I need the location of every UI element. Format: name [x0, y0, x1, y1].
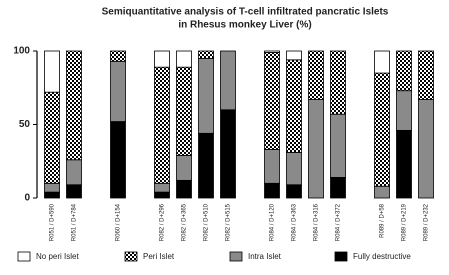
legend-label: No peri Islet — [36, 252, 79, 261]
bar-segment — [66, 159, 82, 186]
bar-segment — [396, 90, 412, 131]
x-tick-label: R089 / D+219 — [402, 203, 408, 241]
bar-segment — [110, 50, 126, 62]
bar-segment — [176, 179, 192, 199]
bar-segment — [264, 149, 280, 184]
bar-segment — [154, 50, 170, 68]
x-tick-label: R082 / D+510 — [204, 203, 210, 241]
chart-title: Semiquantitative analysis of T-cell infi… — [102, 7, 389, 18]
y-tick-label: 0 — [24, 193, 30, 204]
bar-segment — [286, 50, 302, 61]
bar-segment — [198, 57, 214, 134]
x-tick-label: R051 / D+784 — [72, 203, 78, 241]
x-tick-label: R089 / D+58 — [380, 203, 386, 238]
bar-segment — [374, 50, 390, 74]
bar-segment — [176, 50, 192, 68]
x-tick-label: R084 / D+316 — [314, 203, 320, 241]
bar-segment — [374, 185, 390, 199]
bar-segment — [418, 99, 434, 199]
bar-segment — [286, 59, 302, 153]
bar-segment — [330, 177, 346, 199]
y-tick-label: 100 — [13, 46, 30, 57]
bar-segment — [154, 182, 170, 193]
legend-swatch — [229, 251, 243, 262]
bar-segment — [154, 191, 170, 199]
legend-swatch — [334, 251, 348, 262]
x-tick-label: R082 / D+296 — [160, 203, 166, 241]
x-tick-label: R084 / D+372 — [336, 203, 342, 241]
bar-segment — [286, 184, 302, 199]
x-tick-label: R082 / D+365 — [182, 203, 188, 241]
bar-segment — [44, 50, 60, 93]
bar-segment — [66, 184, 82, 199]
bar-segment — [154, 66, 170, 184]
legend-swatch — [17, 251, 31, 262]
bar-segment — [220, 50, 236, 111]
bar-segment — [264, 182, 280, 199]
bar-segment — [308, 50, 324, 100]
y-tick-label: 50 — [19, 119, 31, 130]
bar-segment — [396, 50, 412, 92]
x-tick-label: R084 / D+363 — [292, 203, 298, 241]
x-tick-label: R060 / D+154 — [116, 203, 122, 241]
bar-segment — [220, 109, 236, 199]
legend-swatch — [124, 251, 138, 262]
bar-segment — [44, 91, 60, 184]
chart-title: in Rhesus monkey Liver (%) — [178, 20, 311, 31]
bar-segment — [44, 191, 60, 199]
legend-label: Peri Islet — [143, 252, 175, 261]
bar-segment — [330, 50, 346, 115]
x-tick-label: R084 / D+120 — [270, 203, 276, 241]
bar-segment — [374, 72, 390, 187]
bar-segment — [264, 50, 280, 53]
legend-label: Fully destructive — [353, 252, 411, 261]
x-tick-label: R089 / D+232 — [424, 203, 430, 241]
bar-segment — [418, 50, 434, 100]
bar-segment — [176, 154, 192, 181]
legend-label: Intra Islet — [248, 252, 282, 261]
bar-segment — [44, 182, 60, 193]
bar-segment — [110, 121, 126, 199]
bar-segment — [264, 52, 280, 150]
bar-segment — [198, 50, 214, 59]
bar-segment — [198, 132, 214, 199]
bar-segment — [110, 60, 126, 122]
bar-segment — [66, 50, 82, 161]
x-tick-label: R082 / D+515 — [226, 203, 232, 241]
bar-segment — [286, 152, 302, 186]
bar-segment — [396, 129, 412, 199]
bar-segment — [330, 113, 346, 178]
bar-segment — [176, 66, 192, 156]
x-tick-label: R051 / D+590 — [50, 203, 56, 241]
bar-segment — [308, 99, 324, 199]
